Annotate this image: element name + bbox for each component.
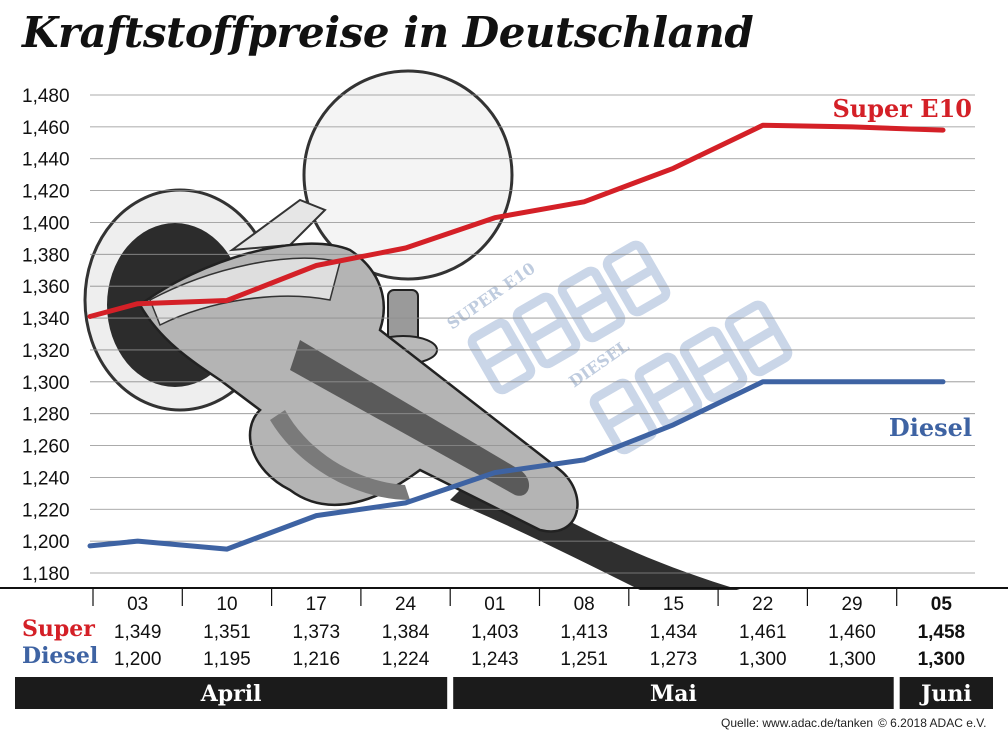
series-label-diesel: Diesel [889,413,972,442]
pump-display-digits-diesel [589,300,793,455]
date-label: 08 [574,594,595,615]
y-tick-label: 1,220 [22,500,70,521]
y-tick-label: 1,380 [22,245,70,266]
y-tick-label: 1,320 [22,341,70,362]
series-label-super-e10: Super E10 [832,94,972,123]
diesel-price-cell: 1,300 [918,649,966,670]
diesel-price-cell: 1,195 [203,649,251,670]
date-label: 22 [752,594,773,615]
y-tick-label: 1,480 [22,86,70,107]
y-tick-label: 1,240 [22,468,70,489]
chart-title: Kraftstoffpreise in Deutschland [22,8,754,57]
y-tick-label: 1,280 [22,405,70,426]
pump-display-digits-super [467,240,671,395]
y-tick-label: 1,460 [22,118,70,139]
y-tick-label: 1,260 [22,437,70,458]
month-bar: April Mai Juni [15,677,993,709]
price-table: Super Diesel 03 1,349 1,200 10 1,351 1,195 17 1… [0,587,1008,670]
date-label: 03 [127,594,148,615]
date-label: 10 [216,594,237,615]
date-label: 01 [484,594,505,615]
y-axis-ticks: 1,480 1,460 1,440 1,420 1,400 1,380 1,360 1,340… [22,86,70,585]
y-tick-label: 1,440 [22,150,70,171]
fuel-nozzle-handle [290,340,530,496]
month-label: April [200,681,262,707]
y-tick-label: 1,180 [22,564,70,585]
super-price-cell: 1,349 [114,622,162,643]
date-label: 29 [841,594,862,615]
diesel-price-cell: 1,300 [828,649,876,670]
super-price-cell: 1,384 [382,622,430,643]
y-tick-label: 1,400 [22,213,70,234]
copyright: © 6.2018 ADAC e.V. [878,716,986,730]
diesel-price-cell: 1,224 [382,649,430,670]
date-label: 05 [931,594,953,615]
super-price-cell: 1,373 [292,622,340,643]
super-price-cell: 1,434 [650,622,698,643]
row-label-super: Super [22,616,95,642]
diesel-price-cell: 1,200 [114,649,162,670]
super-price-cell: 1,413 [560,622,608,643]
diesel-price-cell: 1,243 [471,649,519,670]
y-tick-label: 1,300 [22,373,70,394]
super-price-cell: 1,403 [471,622,519,643]
month-segment [453,677,894,709]
y-tick-label: 1,360 [22,277,70,298]
source-credit: Quelle: www.adac.de/tanken [721,716,873,730]
row-label-diesel: Diesel [22,643,98,669]
diesel-price-cell: 1,273 [650,649,698,670]
fuel-nozzle-illustration: SUPER E10 DIESEL [83,69,793,590]
month-segment [15,677,448,709]
month-segment [899,677,993,709]
date-label: 24 [395,594,417,615]
month-label: Mai [650,681,697,707]
diesel-price-cell: 1,216 [292,649,340,670]
date-label: 15 [663,594,684,615]
super-price-cell: 1,351 [203,622,251,643]
series-lines [87,122,946,552]
diesel-price-cell: 1,251 [560,649,608,670]
super-price-cell: 1,461 [739,622,787,643]
super-price-cell: 1,460 [828,622,876,643]
diesel-price-cell: 1,300 [739,649,787,670]
y-tick-label: 1,200 [22,532,70,553]
y-tick-label: 1,340 [22,309,70,330]
month-label: Juni [919,681,972,707]
super-price-cell: 1,458 [918,622,966,643]
fuel-nozzle-trigger-guard [270,410,410,500]
y-tick-label: 1,420 [22,182,70,203]
fuel-door-hinge [228,198,327,252]
date-label: 17 [306,594,327,615]
